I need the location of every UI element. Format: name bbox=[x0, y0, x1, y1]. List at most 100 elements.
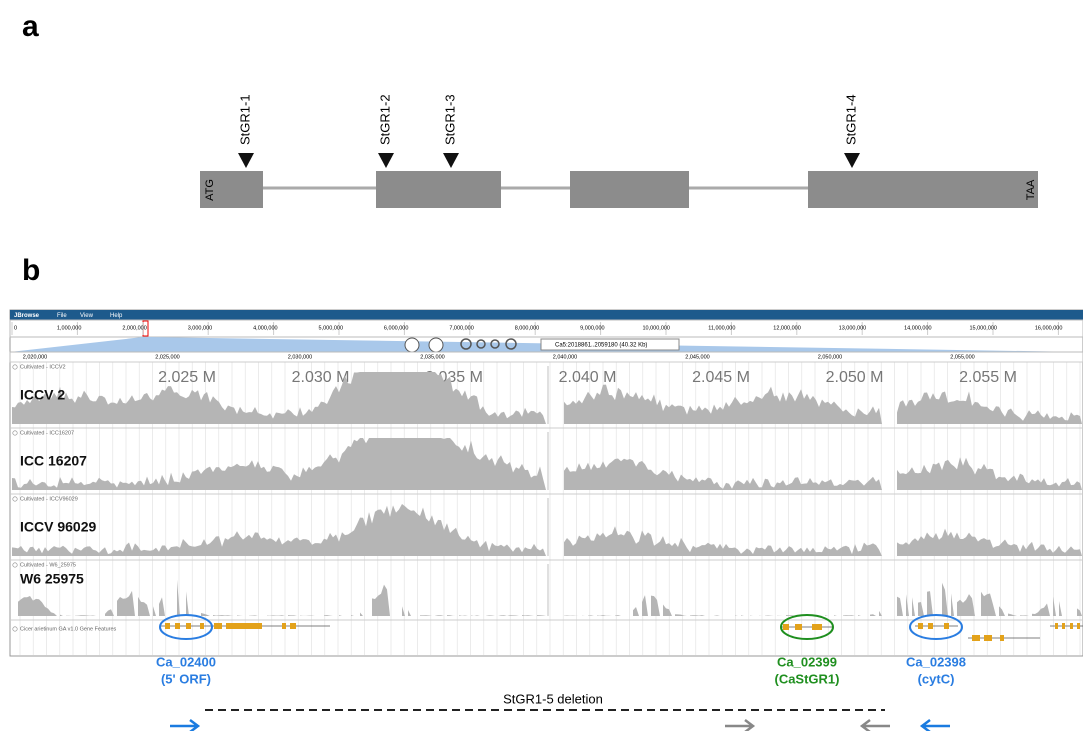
exon-box bbox=[226, 623, 262, 629]
gene-model bbox=[200, 171, 1038, 208]
gene-note: (CaStGR1) bbox=[774, 671, 839, 686]
scale-label: 2.040 M bbox=[559, 369, 617, 386]
overview-tick-label: 10,000,000 bbox=[642, 325, 670, 331]
exon-box bbox=[1055, 623, 1058, 629]
pan-left[interactable] bbox=[404, 337, 420, 353]
detail-tick-label: 2,025,000 bbox=[155, 354, 179, 360]
overview-tick-label: 12,000,000 bbox=[773, 325, 801, 331]
track-name: W6 25975 bbox=[20, 571, 84, 587]
exon-box bbox=[984, 635, 992, 641]
track-header: Cultivated - ICCV96029 bbox=[20, 496, 78, 502]
overview-tick-label: 14,000,000 bbox=[904, 325, 932, 331]
exon-box bbox=[200, 623, 204, 629]
pan-right[interactable] bbox=[428, 337, 444, 353]
detail-tick-label: 2,050,000 bbox=[818, 354, 842, 360]
exon-box bbox=[944, 623, 949, 629]
track-header: Cultivated - ICC16207 bbox=[20, 430, 74, 436]
exon-box bbox=[928, 623, 933, 629]
overview-tick-label: 6,000,000 bbox=[384, 325, 408, 331]
zoom-out[interactable] bbox=[460, 338, 472, 350]
primer-arrow bbox=[725, 719, 756, 731]
marker-triangle bbox=[238, 153, 254, 168]
exon-box bbox=[290, 623, 296, 629]
track-close bbox=[12, 496, 18, 502]
gene-highlight bbox=[909, 614, 963, 640]
gene-highlight bbox=[780, 614, 834, 640]
gene-id: Ca_02398 bbox=[906, 654, 966, 669]
stop-codon: TAA bbox=[1025, 179, 1037, 200]
marker-label: StGR1-1 bbox=[237, 94, 252, 145]
track-close bbox=[12, 562, 18, 568]
zoom-in-small[interactable] bbox=[490, 339, 500, 349]
zoom-in[interactable] bbox=[505, 338, 517, 350]
detail-tick-label: 2,035,000 bbox=[420, 354, 444, 360]
overview-tick-label: 0 bbox=[14, 325, 17, 331]
exon bbox=[808, 171, 1038, 208]
exon-box bbox=[175, 623, 180, 629]
exon-box bbox=[282, 623, 286, 629]
exon-box bbox=[186, 623, 191, 629]
zoom-out-small[interactable] bbox=[476, 339, 486, 349]
panel-label: b bbox=[22, 254, 40, 287]
scale-label: 2.030 M bbox=[292, 369, 350, 386]
overview-tick-label: 5,000,000 bbox=[319, 325, 343, 331]
detail-tick-label: 2,055,000 bbox=[950, 354, 974, 360]
panel-label: a bbox=[22, 10, 39, 43]
gene-id: Ca_02400 bbox=[156, 654, 216, 669]
exon-box bbox=[1077, 623, 1080, 629]
scale-label: 2.025 M bbox=[158, 369, 216, 386]
nav-buttons[interactable] bbox=[404, 337, 680, 353]
overview-tick-label: 9,000,000 bbox=[580, 325, 604, 331]
gene-id: Ca_02399 bbox=[777, 654, 837, 669]
exon bbox=[570, 171, 689, 208]
exon-box bbox=[783, 624, 789, 630]
overview-tick-label: 7,000,000 bbox=[449, 325, 473, 331]
overview-tick-label: 11,000,000 bbox=[708, 325, 735, 331]
track-header: Cultivated - ICCV2 bbox=[20, 364, 66, 370]
overview-tick-label: 16,000,000 bbox=[1035, 325, 1063, 331]
menu-item: File bbox=[57, 313, 67, 319]
exon-box bbox=[1000, 635, 1004, 641]
exon bbox=[376, 171, 501, 208]
track-name: ICCV 2 bbox=[20, 387, 65, 403]
coverage bbox=[12, 504, 1082, 556]
scale-label: 2.050 M bbox=[826, 369, 884, 386]
overview-tick-label: 3,000,000 bbox=[188, 325, 212, 331]
exon-box bbox=[214, 623, 222, 629]
primers bbox=[170, 719, 950, 731]
exon-box bbox=[795, 624, 802, 630]
overview-tick-label: 4,000,000 bbox=[253, 325, 277, 331]
menu-item: Help bbox=[110, 313, 123, 319]
primer-arrow bbox=[859, 719, 890, 731]
marker-label: StGR1-3 bbox=[442, 94, 457, 145]
menu-item: JBrowse bbox=[14, 313, 40, 319]
primer-arrow bbox=[170, 719, 201, 731]
start-codon: ATG bbox=[204, 179, 216, 201]
detail-tick-label: 2,040,000 bbox=[553, 354, 577, 360]
coverage bbox=[12, 438, 1082, 490]
overview-tick-label: 8,000,000 bbox=[515, 325, 539, 331]
track-close bbox=[12, 626, 18, 632]
track-name: ICCV 96029 bbox=[20, 519, 96, 535]
location-box[interactable] bbox=[540, 338, 680, 351]
track-header: Cultivated - W6_25975 bbox=[20, 562, 76, 568]
detail-tick-label: 2,030,000 bbox=[288, 354, 312, 360]
overview-tick-label: 2,000,000 bbox=[122, 325, 146, 331]
menu-item: View bbox=[80, 313, 94, 319]
gene-highlight bbox=[159, 614, 213, 640]
location: Ca5:2018861..2059180 (40.32 Kb) bbox=[555, 343, 647, 349]
deletion-label: StGR1-5 deletion bbox=[503, 691, 603, 706]
scale-label: 2.055 M bbox=[959, 369, 1017, 386]
exon-box bbox=[165, 623, 170, 629]
track-header: Cicer arietinum GA v1.0 Gene Features bbox=[20, 626, 117, 632]
exon-box bbox=[1070, 623, 1073, 629]
track-name: ICC 16207 bbox=[20, 453, 87, 469]
exon bbox=[200, 171, 263, 208]
gene-note: (cytC) bbox=[918, 671, 955, 686]
overview-tick-label: 13,000,000 bbox=[839, 325, 867, 331]
primer-arrow bbox=[919, 719, 950, 731]
coverage bbox=[18, 579, 1082, 616]
marker-label: StGR1-4 bbox=[843, 94, 858, 145]
detail-tick-label: 2,020,000 bbox=[23, 354, 47, 360]
